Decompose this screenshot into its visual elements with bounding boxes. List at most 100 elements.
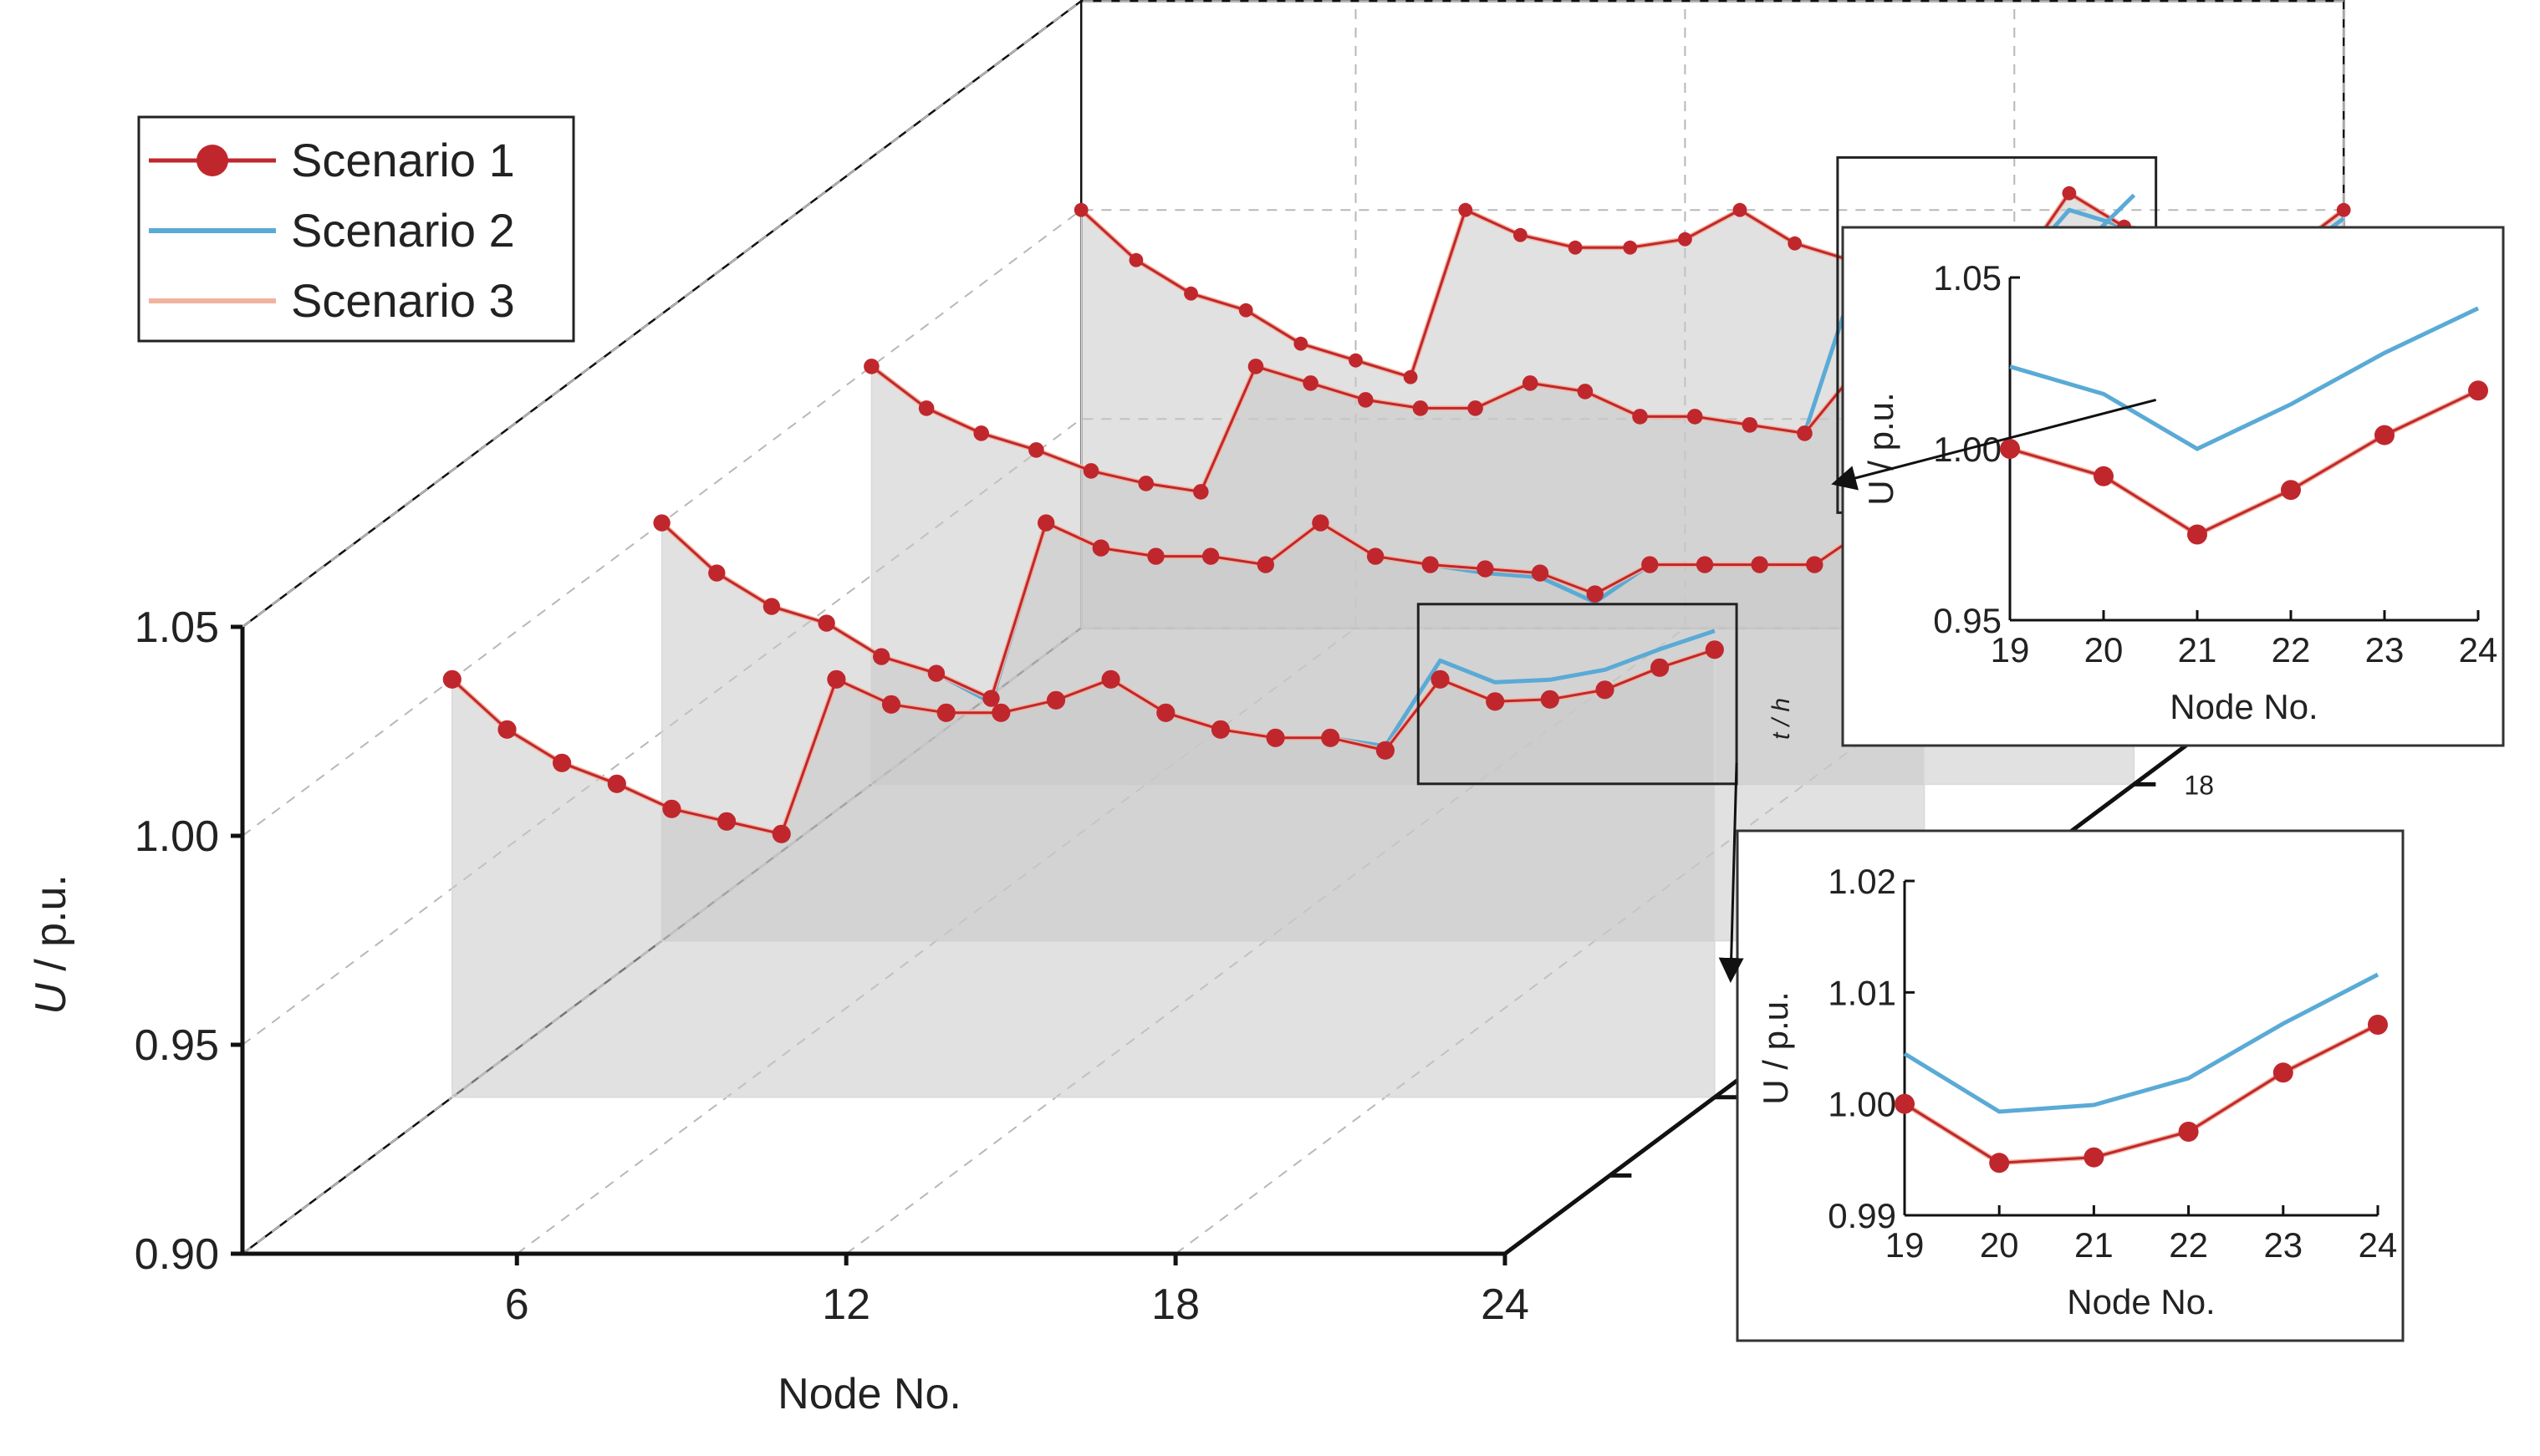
zoom-arrow-bottom [1718, 762, 1744, 983]
legend: Scenario 1 Scenario 2 Scenario 3 [137, 115, 575, 343]
inset-y-tick-label: 0.95 [1933, 601, 2002, 640]
inset-frame [1841, 226, 2505, 747]
inset-series-scenario-2 [2009, 306, 2480, 451]
scenario1-marker [1074, 202, 1089, 217]
scenario1-marker [936, 703, 956, 722]
scenario1-marker [1568, 240, 1583, 255]
scenario1-marker [1742, 417, 1758, 433]
scenario1-marker [717, 812, 737, 831]
main-axes: 0.900.951.001.0561218246121824Node No.U … [27, 603, 2424, 1418]
inset-x-tick-label: 22 [2272, 630, 2311, 669]
legend-entry: Scenario 3 [149, 274, 515, 327]
inset-scenario1-marker [2272, 1062, 2293, 1083]
y-tick-label: 0.90 [135, 1230, 219, 1279]
legend-marker [196, 145, 228, 176]
scenario1-marker [1129, 252, 1144, 267]
scenario1-marker [1540, 690, 1559, 709]
scenario1-marker [1650, 658, 1670, 677]
scenario1-marker [1138, 476, 1154, 491]
scenario1-marker [881, 695, 901, 714]
inset-x-title: Node No. [2067, 1282, 2215, 1321]
scenario1-marker [1358, 392, 1374, 408]
inset-scenario1-marker [2094, 466, 2114, 486]
y-tick-label: 1.05 [135, 603, 219, 652]
scenario1-marker [1038, 514, 1055, 532]
scenario1-marker [1238, 303, 1253, 318]
x-axis-title: Node No. [778, 1370, 961, 1418]
scenario1-marker [1101, 669, 1120, 689]
scenario1-marker [1641, 556, 1659, 573]
scenario1-marker [1083, 463, 1099, 479]
scenario1-marker [1477, 560, 1494, 578]
scenario1-marker [864, 359, 880, 374]
scenario1-marker [1211, 720, 1230, 739]
scenario1-marker [2062, 186, 2077, 201]
y-tick-label: 0.95 [135, 1021, 219, 1070]
scenario1-marker [1751, 556, 1768, 573]
scenario1-marker [1513, 227, 1528, 242]
scenario1-marker [1257, 556, 1275, 573]
x-tick-label: 12 [822, 1280, 870, 1329]
legend-label: Scenario 1 [291, 134, 515, 186]
scenario1-marker [873, 648, 890, 665]
legend-entry: Scenario 1 [149, 134, 515, 186]
inset-t6: 0.99 1.00 1.01 1.02 19 20 21 22 23 24 Node No. U / … [1736, 829, 2405, 1342]
scenario1-marker [1312, 514, 1329, 532]
inset-x-tick-label: 19 [1885, 1225, 1925, 1265]
inset-scenario1-marker [2187, 524, 2207, 545]
scenario1-marker [1375, 741, 1395, 760]
inset-x-tick-label: 24 [2359, 1225, 2398, 1265]
inset-scenario1-marker [2084, 1147, 2104, 1168]
scenario1-marker [1184, 286, 1198, 301]
inset-y-tick-label: 1.01 [1828, 973, 1896, 1012]
t-tick-label: 18 [2184, 770, 2214, 800]
scenario1-marker [2336, 202, 2351, 217]
inset-scenario1-marker [2368, 1015, 2388, 1035]
inset-frame [1736, 829, 2405, 1342]
y-axis-title: U / p.u. [27, 874, 75, 1015]
scenario1-marker [1705, 640, 1724, 659]
scenario1-marker [918, 400, 935, 416]
zoom-box-t6 [1416, 603, 1738, 786]
scenario1-marker [442, 669, 462, 689]
t-axis-title: t / h [1767, 698, 1795, 740]
inset-x-tick-label: 20 [2084, 630, 2124, 669]
inset-scenario1-marker [2281, 480, 2301, 501]
scenario1-marker [1486, 692, 1505, 711]
inset-x-title: Node No. [2170, 687, 2318, 726]
insets: 0.95 1.00 1.05 19 20 21 22 23 24 Node No. U / p.u.… [1416, 155, 2505, 1342]
scenario1-marker [497, 720, 517, 739]
inset-x-tick-label: 24 [2459, 630, 2498, 669]
inset-x-tick-label: 20 [1980, 1225, 2019, 1265]
scenario1-marker [1686, 409, 1703, 425]
scenario1-marker [1806, 556, 1823, 573]
inset-y-tick-label: 1.05 [1933, 258, 2002, 298]
scenario1-marker [927, 664, 946, 682]
scenario1-marker [1421, 556, 1439, 573]
inset-scenario1-marker [1895, 1093, 1915, 1114]
scenario1-marker [973, 425, 989, 441]
inset-y-title: U / p.u. [1861, 392, 1900, 505]
inset-scenario1-marker [2178, 1122, 2199, 1142]
x-tick-label: 18 [1151, 1280, 1200, 1329]
scenario1-marker [653, 514, 671, 532]
scenario1-marker [992, 703, 1011, 722]
scenario1-marker [1788, 236, 1803, 251]
scenario1-marker [662, 799, 681, 818]
inset-y-tick-label: 1.02 [1828, 862, 1896, 901]
scenario1-marker [1632, 409, 1648, 425]
scenario1-marker [1412, 400, 1429, 416]
inset-x-tick-label: 22 [2169, 1225, 2208, 1265]
inset-x-tick-label: 23 [2365, 630, 2405, 669]
scenario1-marker [827, 669, 846, 689]
inset-x-tick-label: 23 [2263, 1225, 2303, 1265]
inset-series-scenario-1 [1904, 1023, 2379, 1164]
legend-entry: Scenario 2 [149, 204, 515, 257]
scenario1-marker [1431, 669, 1450, 689]
scenario1-marker [1193, 484, 1209, 500]
inset-scenario1-marker [2468, 380, 2488, 401]
legend-label: Scenario 3 [291, 274, 515, 327]
scenario1-marker [1349, 353, 1363, 368]
